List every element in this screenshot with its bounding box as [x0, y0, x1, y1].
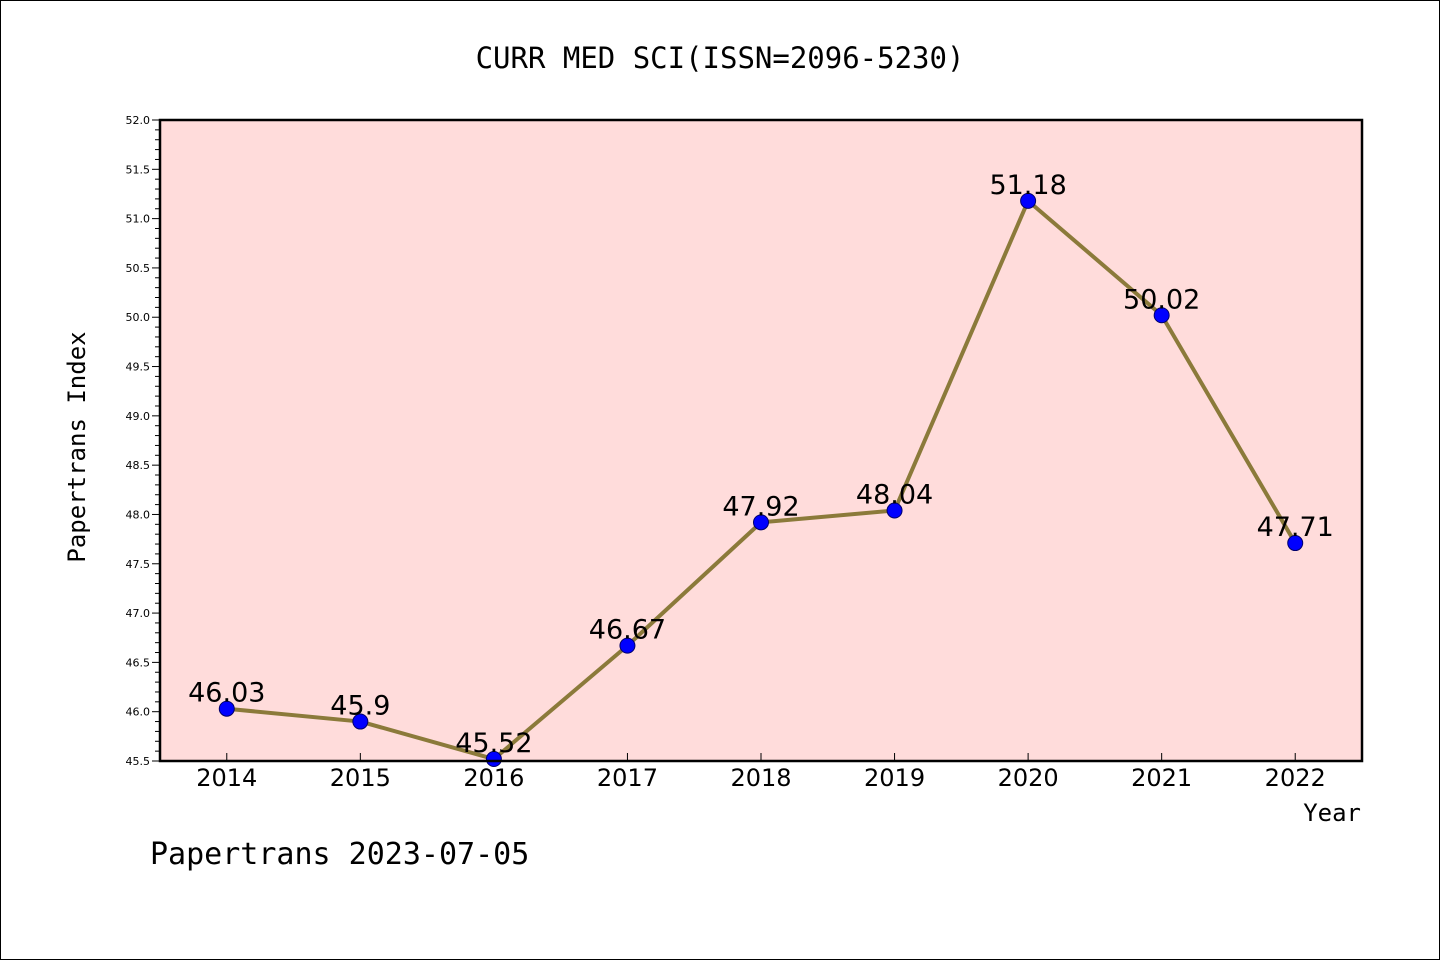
footer-text: Papertrans 2023-07-05: [150, 837, 529, 872]
y-axis-label: Papertrans Index: [63, 331, 91, 562]
data-point: [352, 713, 369, 730]
data-point: [485, 751, 502, 768]
data-point: [1020, 192, 1037, 209]
x-tick-label: 2015: [330, 764, 391, 792]
x-tick-label: 2014: [196, 764, 257, 792]
x-tick-label: 2019: [864, 764, 925, 792]
y-tick-label: 51.5: [126, 163, 151, 176]
y-tick-label: 49.5: [126, 361, 151, 374]
x-tick-label: 2016: [463, 764, 524, 792]
data-label: 48.04: [856, 480, 933, 511]
data-point: [218, 700, 235, 717]
y-tick-label: 49.0: [126, 410, 151, 423]
data-point: [1287, 535, 1304, 552]
y-tick-label: 47.5: [126, 558, 151, 571]
data-label: 46.03: [188, 678, 265, 709]
data-label: 47.71: [1257, 512, 1334, 543]
y-tick-label: 48.0: [126, 508, 151, 521]
data-label: 51.18: [989, 170, 1066, 201]
data-point: [753, 514, 769, 531]
y-tick-label: 52.0: [126, 114, 151, 127]
data-labels: 46.03 45.9 45.52 46.67 47.92 48.04 51.18 50.02 4…: [188, 170, 1334, 759]
plot-frame: [158, 118, 1364, 763]
y-tick-label: 46.5: [126, 656, 151, 669]
y-tick-label: 48.5: [126, 459, 151, 472]
y-tick-label: 50.5: [126, 262, 151, 275]
y-tick-label: 47.0: [126, 607, 151, 620]
x-axis-label: Year: [1303, 799, 1361, 827]
y-axis: 45.5 46.0 46.5 47.0 47.5 48.0 48.5 49.0 49.5 50.0…: [126, 114, 160, 768]
x-tick-label: 2018: [730, 764, 791, 792]
data-points: [218, 192, 1304, 768]
data-label: 46.67: [589, 615, 666, 646]
x-tick-label: 2021: [1131, 764, 1192, 792]
x-tick-label: 2020: [998, 764, 1059, 792]
y-tick-label: 51.0: [126, 213, 151, 226]
y-tick-label: 46.0: [126, 706, 151, 719]
data-label: 50.02: [1123, 284, 1200, 315]
chart-title: CURR MED SCI(ISSN=2096-5230): [476, 41, 965, 75]
x-tick-label: 2017: [597, 764, 658, 792]
y-tick-label: 45.5: [126, 755, 151, 768]
data-label: 45.52: [455, 728, 532, 759]
data-label: 47.92: [722, 491, 799, 522]
data-point: [1153, 307, 1170, 324]
data-label: 45.9: [330, 691, 390, 722]
data-point: [619, 637, 636, 654]
data-point: [886, 502, 903, 519]
plot-area: [160, 120, 1362, 761]
x-axis: 2014 2015 2016 2017 2018 2019 2020 2021 2022: [196, 753, 1326, 792]
x-tick-label: 2022: [1265, 764, 1326, 792]
y-tick-label: 50.0: [126, 311, 151, 324]
